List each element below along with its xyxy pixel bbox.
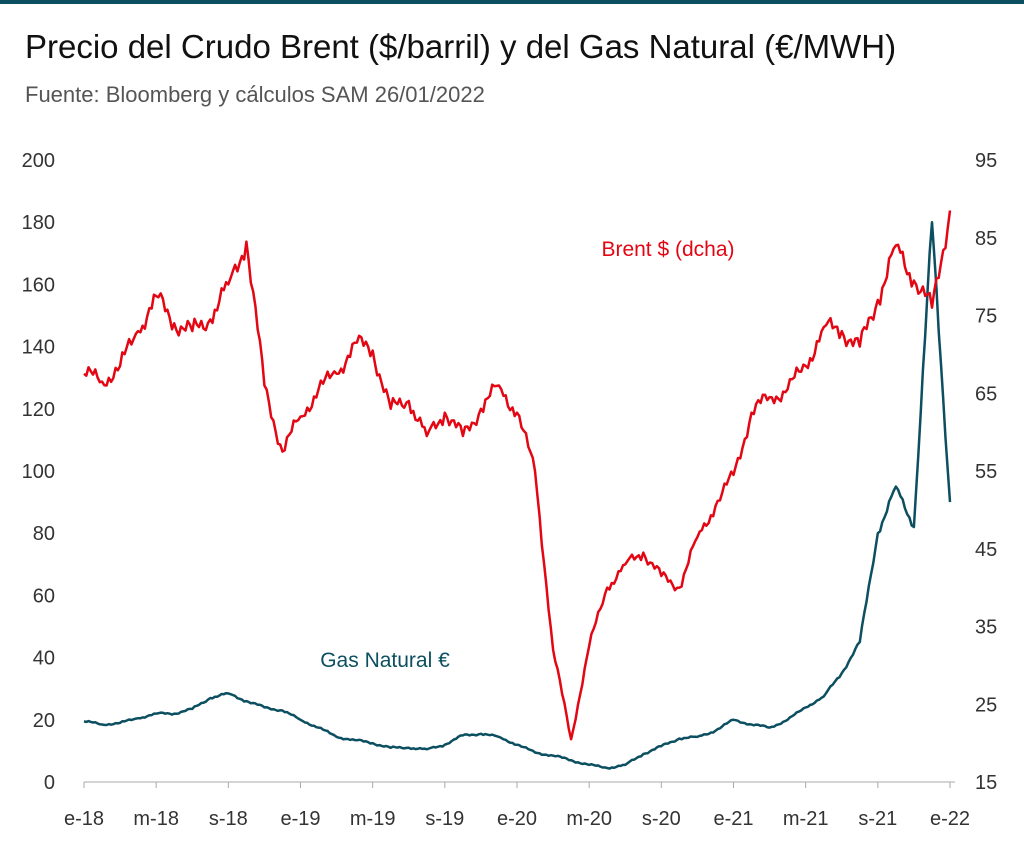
x-tick-label: m-20 (566, 808, 612, 830)
right-tick-label: 25 (975, 694, 997, 716)
x-tick-label: e-21 (713, 808, 753, 830)
series-label-gas: Gas Natural € (320, 649, 450, 672)
x-tick-label: s-18 (209, 808, 248, 830)
series-label-brent: Brent $ (dcha) (601, 238, 734, 261)
x-tick-label: m-19 (350, 808, 396, 830)
left-tick-label: 120 (22, 399, 55, 421)
x-tick-label: s-19 (425, 808, 464, 830)
left-tick-label: 140 (22, 337, 55, 359)
right-tick-label: 85 (975, 228, 997, 250)
chart-title: Precio del Crudo Brent ($/barril) y del … (25, 28, 897, 65)
x-tick-label: m-18 (133, 808, 179, 830)
x-axis-ticks: e-18 m-18 s-18 e-19 m-19 s-19 e-20 m-20 s-20 e-21… (64, 782, 970, 830)
chart-subtitle: Fuente: Bloomberg y cálculos SAM 26/01/2… (25, 82, 485, 107)
x-tick-label: s-20 (642, 808, 681, 830)
x-tick-label: e-22 (930, 808, 970, 830)
left-tick-label: 100 (22, 461, 55, 483)
series-line-brent (83, 210, 952, 741)
right-tick-label: 45 (975, 539, 997, 561)
right-tick-label: 65 (975, 383, 997, 405)
top-rule (0, 0, 1024, 4)
right-tick-label: 35 (975, 617, 997, 639)
right-tick-label: 75 (975, 306, 997, 328)
left-tick-label: 60 (33, 585, 55, 607)
right-tick-label: 15 (975, 772, 997, 794)
x-tick-label: m-21 (783, 808, 829, 830)
left-tick-label: 160 (22, 274, 55, 296)
left-axis-ticks: 0 20 40 60 80 100 120 140 160 180 200 (22, 150, 55, 794)
right-axis-ticks: 15 25 35 45 55 65 75 85 95 (975, 150, 997, 794)
x-tick-label: e-18 (64, 808, 104, 830)
left-tick-label: 200 (22, 150, 55, 172)
right-tick-label: 95 (975, 150, 997, 172)
x-tick-label: e-20 (497, 808, 537, 830)
x-tick-label: s-21 (858, 808, 897, 830)
left-tick-label: 20 (33, 710, 55, 732)
left-tick-label: 40 (33, 648, 55, 670)
left-tick-label: 0 (44, 772, 55, 794)
x-tick-label: e-19 (280, 808, 320, 830)
left-tick-label: 180 (22, 212, 55, 234)
series-line-gas (83, 220, 952, 770)
left-tick-label: 80 (33, 523, 55, 545)
right-tick-label: 55 (975, 461, 997, 483)
